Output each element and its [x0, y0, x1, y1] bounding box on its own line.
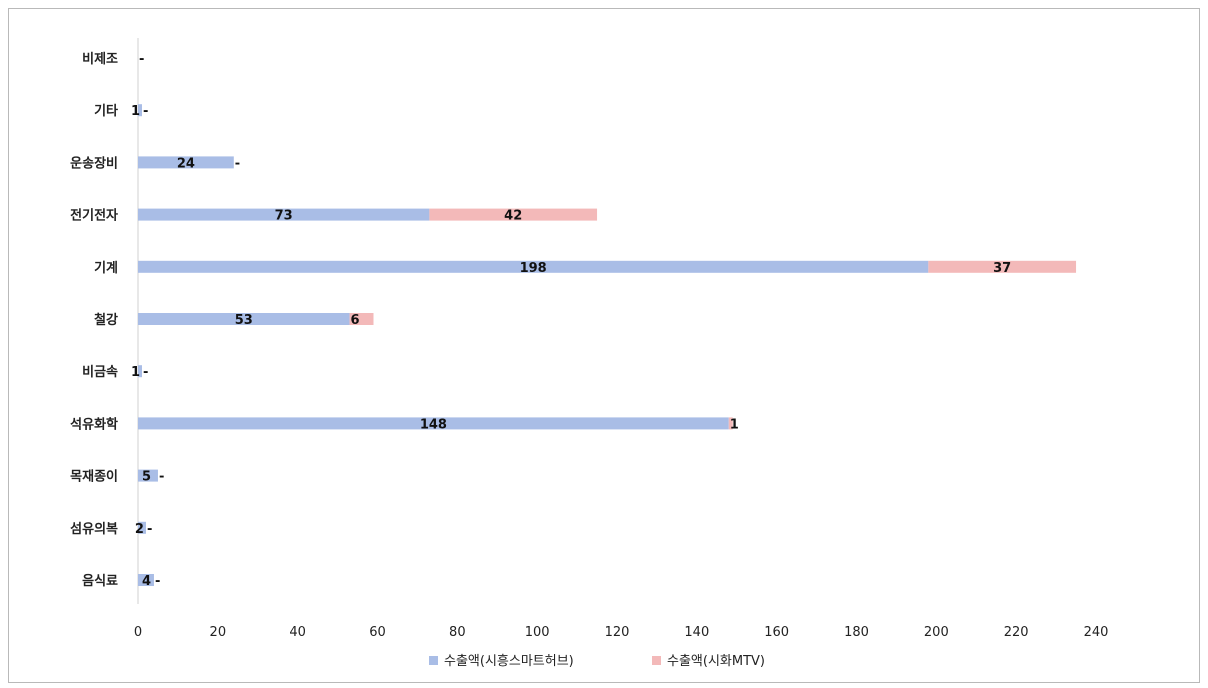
category-label: 비제조 — [82, 52, 118, 67]
bar-series-2 — [928, 260, 1077, 273]
data-label-series-1: 73 — [275, 209, 293, 224]
data-label-series-2: - — [147, 522, 152, 537]
x-tick-label: 240 — [1084, 625, 1109, 640]
category-label: 음식료 — [82, 573, 118, 589]
data-label-series-1: 24 — [177, 156, 195, 171]
x-tick-label: 160 — [764, 625, 789, 640]
bar-series-1 — [138, 156, 234, 169]
data-label-series-2: - — [235, 156, 240, 171]
data-label-series-1: 4 — [142, 574, 151, 589]
data-label-series-2: 37 — [993, 261, 1011, 276]
category-label: 석유화학 — [70, 416, 118, 432]
x-tick-label: 80 — [449, 625, 466, 640]
x-tick-label: 140 — [684, 625, 709, 640]
legend-label-series-1: 수출액(시흥스마트허브) — [444, 654, 574, 669]
data-label-series-2: - — [159, 470, 164, 485]
data-label-series-2: - — [139, 52, 144, 67]
bar-series-1 — [138, 313, 350, 325]
category-label: 운송장비 — [70, 155, 118, 171]
bar-series-1 — [138, 104, 142, 117]
x-tick-label: 200 — [924, 625, 949, 640]
category-label: 섬유의복 — [70, 521, 118, 537]
x-tick-label: 180 — [844, 625, 869, 640]
data-label-series-2: - — [143, 104, 148, 119]
bar-series-1 — [138, 574, 154, 586]
bar-series-1 — [138, 469, 158, 482]
x-tick-label: 120 — [605, 625, 630, 640]
data-label-series-2: 1 — [730, 417, 739, 432]
data-label-series-1: 53 — [235, 313, 253, 328]
category-label: 기타 — [94, 103, 118, 119]
x-tick-label: 220 — [1004, 625, 1029, 640]
data-label-series-1: 2 — [135, 522, 144, 537]
bar-series-1 — [138, 365, 142, 378]
legend-swatch-series-1 — [429, 656, 438, 665]
bar-series-2 — [429, 208, 598, 221]
data-label-series-2: - — [155, 574, 160, 589]
data-label-series-1: 5 — [142, 470, 151, 485]
chart-frame — [8, 8, 1200, 683]
x-tick-label: 40 — [289, 625, 306, 640]
bar-series-2 — [728, 417, 733, 430]
data-label-series-1: 148 — [420, 417, 447, 432]
bar-series-2 — [349, 313, 374, 325]
bar-series-1 — [138, 417, 729, 430]
category-label: 비금속 — [82, 365, 118, 380]
category-label: 기계 — [94, 261, 118, 276]
category-label: 전기전자 — [70, 208, 118, 224]
bar-series-1 — [138, 521, 146, 534]
bar-series-1 — [138, 260, 929, 273]
category-label: 철강 — [94, 312, 118, 328]
data-label-series-1: 1 — [131, 365, 140, 380]
x-tick-label: 20 — [210, 625, 227, 640]
data-label-series-2: - — [143, 365, 148, 380]
category-label: 목재종이 — [70, 469, 118, 485]
x-tick-label: 0 — [134, 625, 142, 640]
data-label-series-2: 42 — [504, 209, 522, 224]
data-label-series-2: 6 — [351, 313, 360, 328]
data-label-series-1: 1 — [131, 104, 140, 119]
legend-swatch-series-2 — [652, 656, 661, 665]
x-tick-label: 100 — [525, 625, 550, 640]
x-tick-label: 60 — [369, 625, 386, 640]
data-label-series-1: 198 — [520, 261, 547, 276]
bar-series-1 — [138, 208, 430, 221]
legend-label-series-2: 수출액(시화MTV) — [667, 654, 765, 669]
